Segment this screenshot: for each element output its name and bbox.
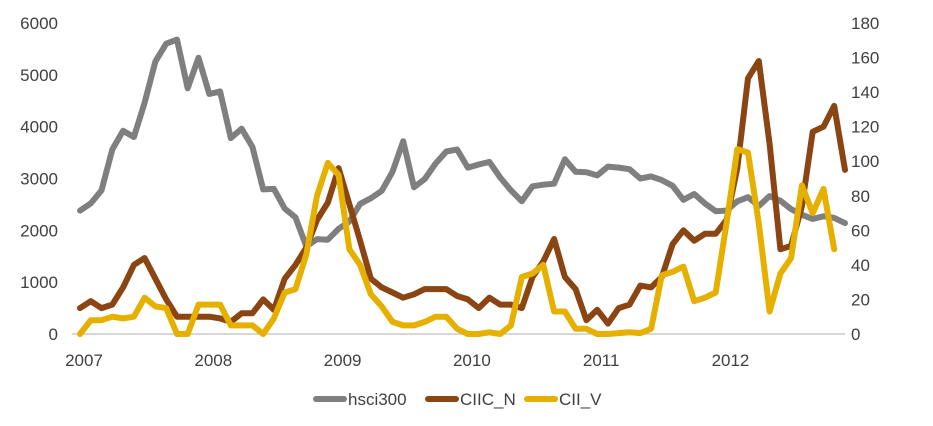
series-line-ciic-n bbox=[77, 58, 848, 327]
x-axis-ticks: 2007 2008 2009 2010 2011 2012 bbox=[65, 351, 749, 370]
right-y-tick-label: 160 bbox=[851, 49, 879, 68]
left-y-tick-label: 6000 bbox=[20, 14, 58, 33]
x-tick-label: 2010 bbox=[453, 351, 491, 370]
right-y-tick-label: 60 bbox=[851, 221, 870, 240]
left-y-tick-label: 2000 bbox=[20, 221, 58, 240]
legend-label: hsci300 bbox=[348, 390, 407, 409]
left-y-tick-label: 1000 bbox=[20, 273, 58, 292]
right-y-tick-label: 80 bbox=[851, 187, 870, 206]
right-y-tick-label: 40 bbox=[851, 256, 870, 275]
x-tick-label: 2012 bbox=[712, 351, 750, 370]
x-tick-label: 2008 bbox=[194, 351, 232, 370]
series-line-cii-v bbox=[77, 146, 838, 337]
right-y-tick-label: 20 bbox=[851, 290, 870, 309]
right-y-tick-label: 100 bbox=[851, 152, 879, 171]
left-y-tick-label: 5000 bbox=[20, 66, 58, 85]
left-y-axis-ticks: 0 1000 2000 3000 4000 5000 6000 bbox=[20, 14, 58, 344]
right-y-tick-label: 0 bbox=[851, 325, 860, 344]
legend-label: CIIC_N bbox=[460, 390, 516, 409]
series-layer bbox=[77, 36, 848, 337]
left-y-tick-label: 3000 bbox=[20, 170, 58, 189]
x-tick-label: 2011 bbox=[583, 351, 620, 370]
right-y-tick-label: 120 bbox=[851, 118, 879, 137]
x-tick-label: 2007 bbox=[65, 351, 103, 370]
right-y-tick-label: 140 bbox=[851, 83, 879, 102]
right-y-tick-label: 180 bbox=[851, 14, 879, 33]
left-y-tick-label: 0 bbox=[49, 325, 58, 344]
left-y-tick-label: 4000 bbox=[20, 118, 58, 137]
legend: hsci300 CIIC_N CII_V bbox=[313, 390, 602, 409]
legend-label: CII_V bbox=[559, 390, 602, 409]
right-y-axis-ticks: 0 20 40 60 80 100 120 140 160 180 bbox=[851, 14, 879, 344]
series-line-hsci300 bbox=[77, 36, 848, 250]
x-tick-label: 2009 bbox=[324, 351, 362, 370]
